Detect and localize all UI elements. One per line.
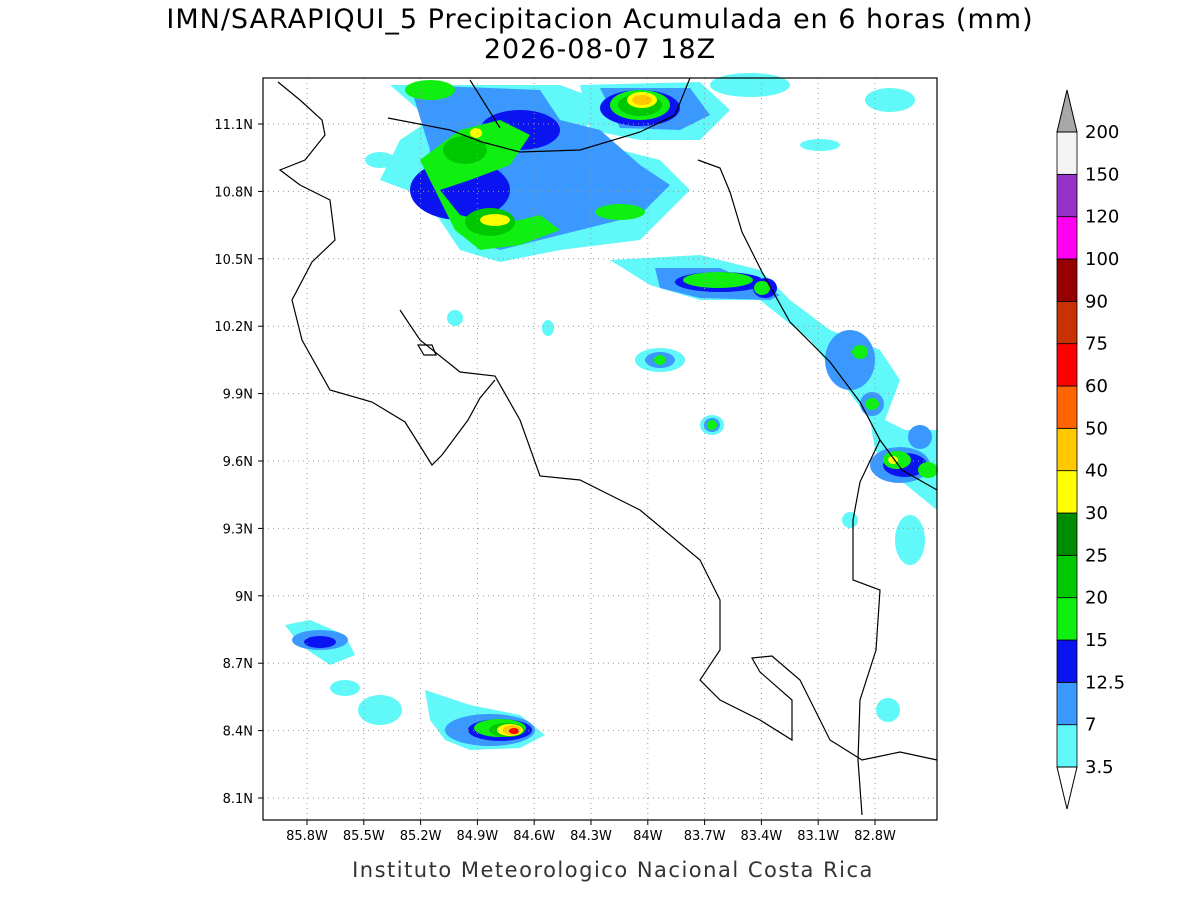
precipitation-field [285,73,938,750]
lat-label: 9N [235,590,253,605]
lat-label: 9.6N [223,455,253,470]
colorbar-box [1056,724,1078,768]
colorbar-box [1056,470,1078,514]
colorbar-box [1056,300,1078,345]
colorbar-label: 50 [1085,418,1108,439]
colorbar-box [1056,512,1078,556]
colorbar-box [1056,216,1078,260]
colorbar-label: 20 [1085,588,1108,609]
colorbar-box [1056,681,1078,726]
colorbar-label: 150 [1085,164,1119,185]
colorbar-box [1056,131,1078,175]
coastlines [277,77,938,816]
lon-label: 83.4W [740,829,782,844]
lon-label: 82.8W [854,829,896,844]
colorbar-label: 120 [1085,207,1119,228]
colorbar-label: 40 [1085,461,1108,482]
map-frame [262,77,938,821]
lon-label: 84.6W [513,829,555,844]
colorbar-box [1056,554,1078,599]
lat-label: 10.8N [214,185,253,200]
colorbar-label: 25 [1085,545,1108,566]
colorbar-label: 90 [1085,291,1108,312]
colorbar-label: 30 [1085,503,1108,524]
colorbar-label: 60 [1085,376,1108,397]
lat-label: 8.1N [223,792,253,807]
lon-label: 84.3W [570,829,612,844]
colorbar-box [1056,173,1078,218]
lat-label: 9.9N [223,388,253,403]
colorbar-box [1056,639,1078,683]
colorbar-box [1056,385,1078,429]
lat-label: 10.2N [214,320,253,335]
colorbar-box [1056,597,1078,641]
title: IMN/SARAPIQUI_5 Precipitacion Acumulada … [166,4,1033,35]
graticule [263,78,937,820]
lon-label: 85.8W [286,829,328,844]
lon-label: 85.5W [343,829,385,844]
lon-label: 83.7W [684,829,726,844]
colorbar-label: 12.5 [1085,672,1125,693]
colorbar: 3.5 7 12.5 15 20 25 30 40 50 60 75 90 100 120 150 200 [1056,89,1125,810]
lat-label: 8.4N [223,725,253,740]
lat-label: 10.5N [214,253,253,268]
lon-label: 84W [633,829,663,844]
lat-label: 9.3N [223,522,253,537]
colorbar-label: 200 [1085,122,1119,143]
lat-label: 11.1N [214,118,253,133]
colorbar-box [1056,343,1078,387]
colorbar-over [1056,89,1078,133]
colorbar-box [1056,258,1078,302]
colorbar-label: 75 [1085,334,1108,355]
colorbar-under [1056,766,1078,810]
colorbar-label: 3.5 [1085,757,1114,778]
footer: Instituto Meteorologico Nacional Costa R… [352,858,874,882]
colorbar-label: 15 [1085,630,1108,651]
lon-label: 83.1W [797,829,839,844]
lon-label: 84.9W [456,829,498,844]
colorbar-label: 100 [1085,249,1119,270]
lon-label: 85.2W [400,829,442,844]
subtitle: 2026-08-07 18Z [484,34,716,65]
lat-label: 8.7N [223,657,253,672]
colorbar-label: 7 [1085,715,1096,736]
colorbar-box [1056,427,1078,472]
